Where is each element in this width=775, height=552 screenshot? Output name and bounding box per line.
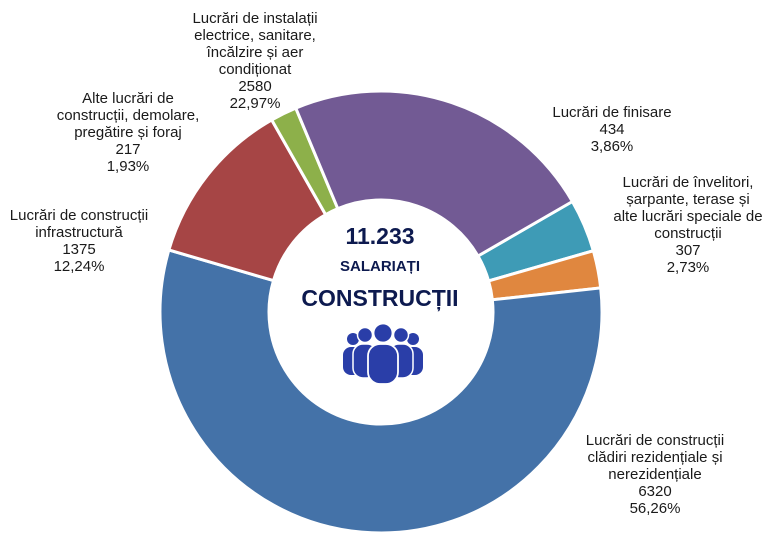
slice-label-text: Lucrări de finisare [552, 104, 672, 121]
center-summary: 11.233 SALARIAȚI CONSTRUCȚII [280, 222, 480, 314]
slice-label-3: Lucrări de construcții infrastructură 1375… [0, 207, 158, 275]
center-label-construction: CONSTRUCȚII [301, 285, 459, 311]
slice-percent-label: 3,86% [590, 138, 634, 155]
donut-slice-5 [293, 89, 575, 259]
slice-label-0: Lucrări de finisare 434 3,86% [532, 104, 692, 155]
slice-percent-label: 56,26% [629, 500, 681, 517]
slice-label-text: Alte lucrări de [82, 90, 174, 107]
slice-label-text: condiționat [218, 61, 292, 78]
slice-label-5: Lucrări de instalații electrice, sanitare… [172, 10, 338, 112]
slice-label-text: electrice, sanitare, [194, 27, 316, 44]
donut-slice-2 [158, 248, 604, 535]
slice-label-text: Lucrări de învelitori, [622, 174, 754, 191]
center-label-employees: SALARIAȚI [340, 258, 420, 275]
slice-label-2: Lucrări de construcții clădiri rezidenția… [562, 432, 748, 517]
total-employees: 11.233 [345, 223, 415, 249]
slice-value-label: 217 [115, 141, 141, 158]
slice-label-text: încălzire și aer [206, 44, 304, 61]
slice-label-1: Lucrări de învelitori, șarpante, terase ș… [602, 174, 774, 276]
slice-label-text: infrastructură [35, 224, 123, 241]
slice-label-text: șarpante, terase și [626, 191, 750, 208]
slice-value-label: 2580 [238, 78, 272, 95]
slice-label-text: Lucrări de construcții [585, 432, 725, 449]
people-group-icon [343, 323, 423, 385]
slice-percent-label: 2,73% [666, 259, 710, 276]
slice-value-label: 307 [675, 242, 701, 259]
slice-label-4: Alte lucrări de construcții, demolare, pre… [38, 90, 218, 175]
slice-label-text: nerezidențiale [608, 466, 702, 483]
slice-value-label: 6320 [638, 483, 672, 500]
slice-label-text: Lucrări de construcții [9, 207, 149, 224]
slice-percent-label: 1,93% [106, 158, 150, 175]
slice-label-text: pregătire și foraj [74, 124, 182, 141]
slice-value-label: 434 [599, 121, 625, 138]
slice-label-text: Lucrări de instalații [192, 10, 318, 27]
slice-label-text: construcții [654, 225, 722, 242]
slice-label-text: alte lucrări speciale de [613, 208, 763, 225]
slice-percent-label: 12,24% [53, 258, 105, 275]
slice-label-text: clădiri rezidențiale și [587, 449, 723, 466]
slice-value-label: 1375 [62, 241, 96, 258]
slice-label-text: construcții, demolare, [56, 107, 200, 124]
slice-percent-label: 22,97% [229, 95, 281, 112]
